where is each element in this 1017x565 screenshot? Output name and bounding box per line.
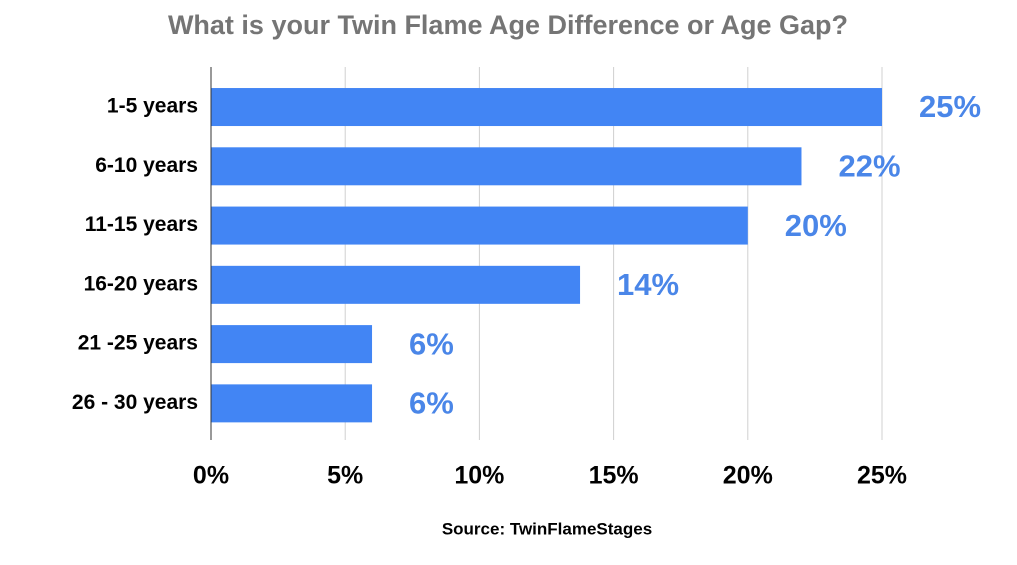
data-label: 20% bbox=[785, 208, 847, 243]
y-tick-label: 26 - 30 years bbox=[72, 391, 198, 414]
data-label: 22% bbox=[838, 148, 900, 183]
bar bbox=[211, 147, 802, 186]
x-tick-label: 10% bbox=[454, 462, 504, 490]
y-tick-label: 1-5 years bbox=[107, 95, 198, 118]
bar bbox=[211, 325, 373, 364]
data-label: 25% bbox=[919, 89, 981, 124]
y-tick-label: 11-15 years bbox=[85, 213, 198, 236]
chart-title: What is your Twin Flame Age Difference o… bbox=[168, 10, 848, 40]
bar bbox=[211, 88, 882, 127]
bar bbox=[211, 206, 748, 245]
y-tick-label: 21 -25 years bbox=[78, 332, 198, 355]
bar bbox=[211, 265, 581, 304]
y-tick-label: 6-10 years bbox=[95, 154, 198, 177]
data-label: 6% bbox=[409, 326, 454, 361]
x-tick-label: 5% bbox=[327, 462, 363, 490]
y-tick-label: 16-20 years bbox=[84, 272, 198, 295]
data-label: 6% bbox=[409, 386, 454, 421]
x-tick-label: 15% bbox=[589, 462, 639, 490]
x-tick-label: 0% bbox=[193, 462, 229, 490]
data-label: 14% bbox=[617, 267, 679, 302]
x-tick-label: 25% bbox=[857, 462, 907, 490]
bar bbox=[211, 384, 373, 423]
x-tick-label: 20% bbox=[723, 462, 773, 490]
source-note: Source: TwinFlameStages bbox=[442, 519, 652, 538]
